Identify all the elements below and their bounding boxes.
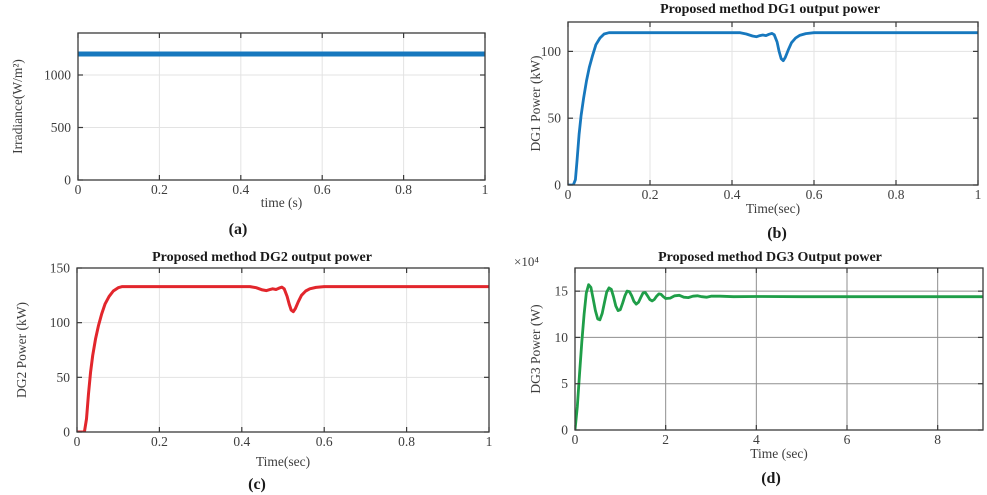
chart-d-title: Proposed method DG3 Output power bbox=[658, 250, 882, 265]
y-tick-label: 0 bbox=[64, 173, 71, 188]
plot-box bbox=[567, 21, 979, 186]
x-tick-label: 0.6 bbox=[316, 434, 333, 449]
x-tick-label: 0.2 bbox=[151, 434, 168, 449]
x-tick-label: 0.6 bbox=[806, 187, 823, 202]
x-tick-label: 0.8 bbox=[398, 434, 415, 449]
y-tick-label: 100 bbox=[541, 44, 562, 59]
y-tick-label: 5 bbox=[561, 376, 568, 391]
x-tick-label: 0 bbox=[75, 182, 82, 197]
x-axis-label: Time (sec) bbox=[750, 446, 808, 461]
chart-d-caption: (d) bbox=[761, 470, 781, 487]
chart-c-dg2-power: 0 0.2 0.4 0.6 0.8 1 0 50 100 150 Time(sec) DG2 Powe… bbox=[14, 261, 493, 470]
x-axis-label: time (s) bbox=[261, 195, 303, 210]
x-tick-label: 0.4 bbox=[724, 187, 741, 202]
x-tick-label: 0.8 bbox=[395, 182, 412, 197]
chart-a-irradiance: 0 0.2 0.4 0.6 0.8 1 0 500 1000 time (s) Irradiance… bbox=[10, 32, 489, 210]
chart-b-title: Proposed method DG1 output power bbox=[660, 2, 880, 17]
y-axis-label: DG3 Power (W) bbox=[528, 304, 543, 393]
x-tick-label: 0 bbox=[565, 187, 572, 202]
x-tick-label: 6 bbox=[844, 432, 851, 447]
x-axis-label: Time(sec) bbox=[256, 454, 310, 469]
x-tick-label: 0 bbox=[74, 434, 81, 449]
y-tick-label: 1000 bbox=[44, 68, 71, 83]
x-tick-label: 1 bbox=[486, 434, 493, 449]
y-tick-label: 150 bbox=[50, 261, 71, 276]
plot-box bbox=[574, 267, 984, 431]
y-tick-label: 15 bbox=[555, 284, 569, 299]
x-axis-label: Time(sec) bbox=[746, 201, 800, 216]
x-tick-label: 1 bbox=[975, 187, 982, 202]
x-tick-label: 0.4 bbox=[233, 434, 250, 449]
chart-b-caption: (b) bbox=[767, 225, 787, 242]
y-tick-label: 50 bbox=[548, 111, 562, 126]
series-line-d bbox=[575, 283, 983, 430]
y-tick-label: 100 bbox=[50, 315, 71, 330]
y-tick-label: 0 bbox=[561, 423, 568, 438]
chart-c-caption: (c) bbox=[248, 476, 266, 493]
chart-a-caption: (a) bbox=[228, 221, 248, 238]
y-axis-label: Irradiance(W/m²) bbox=[10, 59, 25, 154]
series-line-c bbox=[77, 285, 489, 432]
x-tick-label: 0 bbox=[572, 432, 579, 447]
y-tick-label: 0 bbox=[63, 425, 70, 440]
x-tick-label: 0.4 bbox=[232, 182, 249, 197]
y-tick-label: 500 bbox=[51, 120, 72, 135]
plot-box bbox=[76, 267, 490, 433]
chart-c-title: Proposed method DG2 output power bbox=[152, 250, 372, 265]
x-tick-label: 4 bbox=[753, 432, 760, 447]
y-axis-label: DG1 Power (kW) bbox=[528, 56, 543, 152]
y-tick-label: 10 bbox=[555, 330, 569, 345]
chart-d-dg3-power: 0 2 4 6 8 0 5 10 15 Time (sec) DG3 Power (W) bbox=[528, 267, 984, 461]
x-tick-label: 0.2 bbox=[151, 182, 168, 197]
series-line-b bbox=[568, 31, 978, 185]
y-axis-label: DG2 Power (kW) bbox=[14, 302, 29, 398]
x-tick-label: 1 bbox=[482, 182, 489, 197]
x-tick-label: 8 bbox=[934, 432, 941, 447]
chart-b-dg1-power: 0 0.2 0.4 0.6 0.8 1 0 50 100 Time(sec) DG1 Power (… bbox=[528, 21, 982, 216]
x-tick-label: 2 bbox=[662, 432, 669, 447]
x-tick-label: 0.6 bbox=[314, 182, 331, 197]
y-tick-label: 50 bbox=[57, 370, 71, 385]
y-tick-label: 0 bbox=[554, 178, 561, 193]
chart-d-axis-multiplier: ×10⁴ bbox=[514, 254, 539, 269]
x-tick-label: 0.2 bbox=[642, 187, 659, 202]
plot-box bbox=[77, 32, 486, 181]
x-tick-label: 0.8 bbox=[888, 187, 905, 202]
